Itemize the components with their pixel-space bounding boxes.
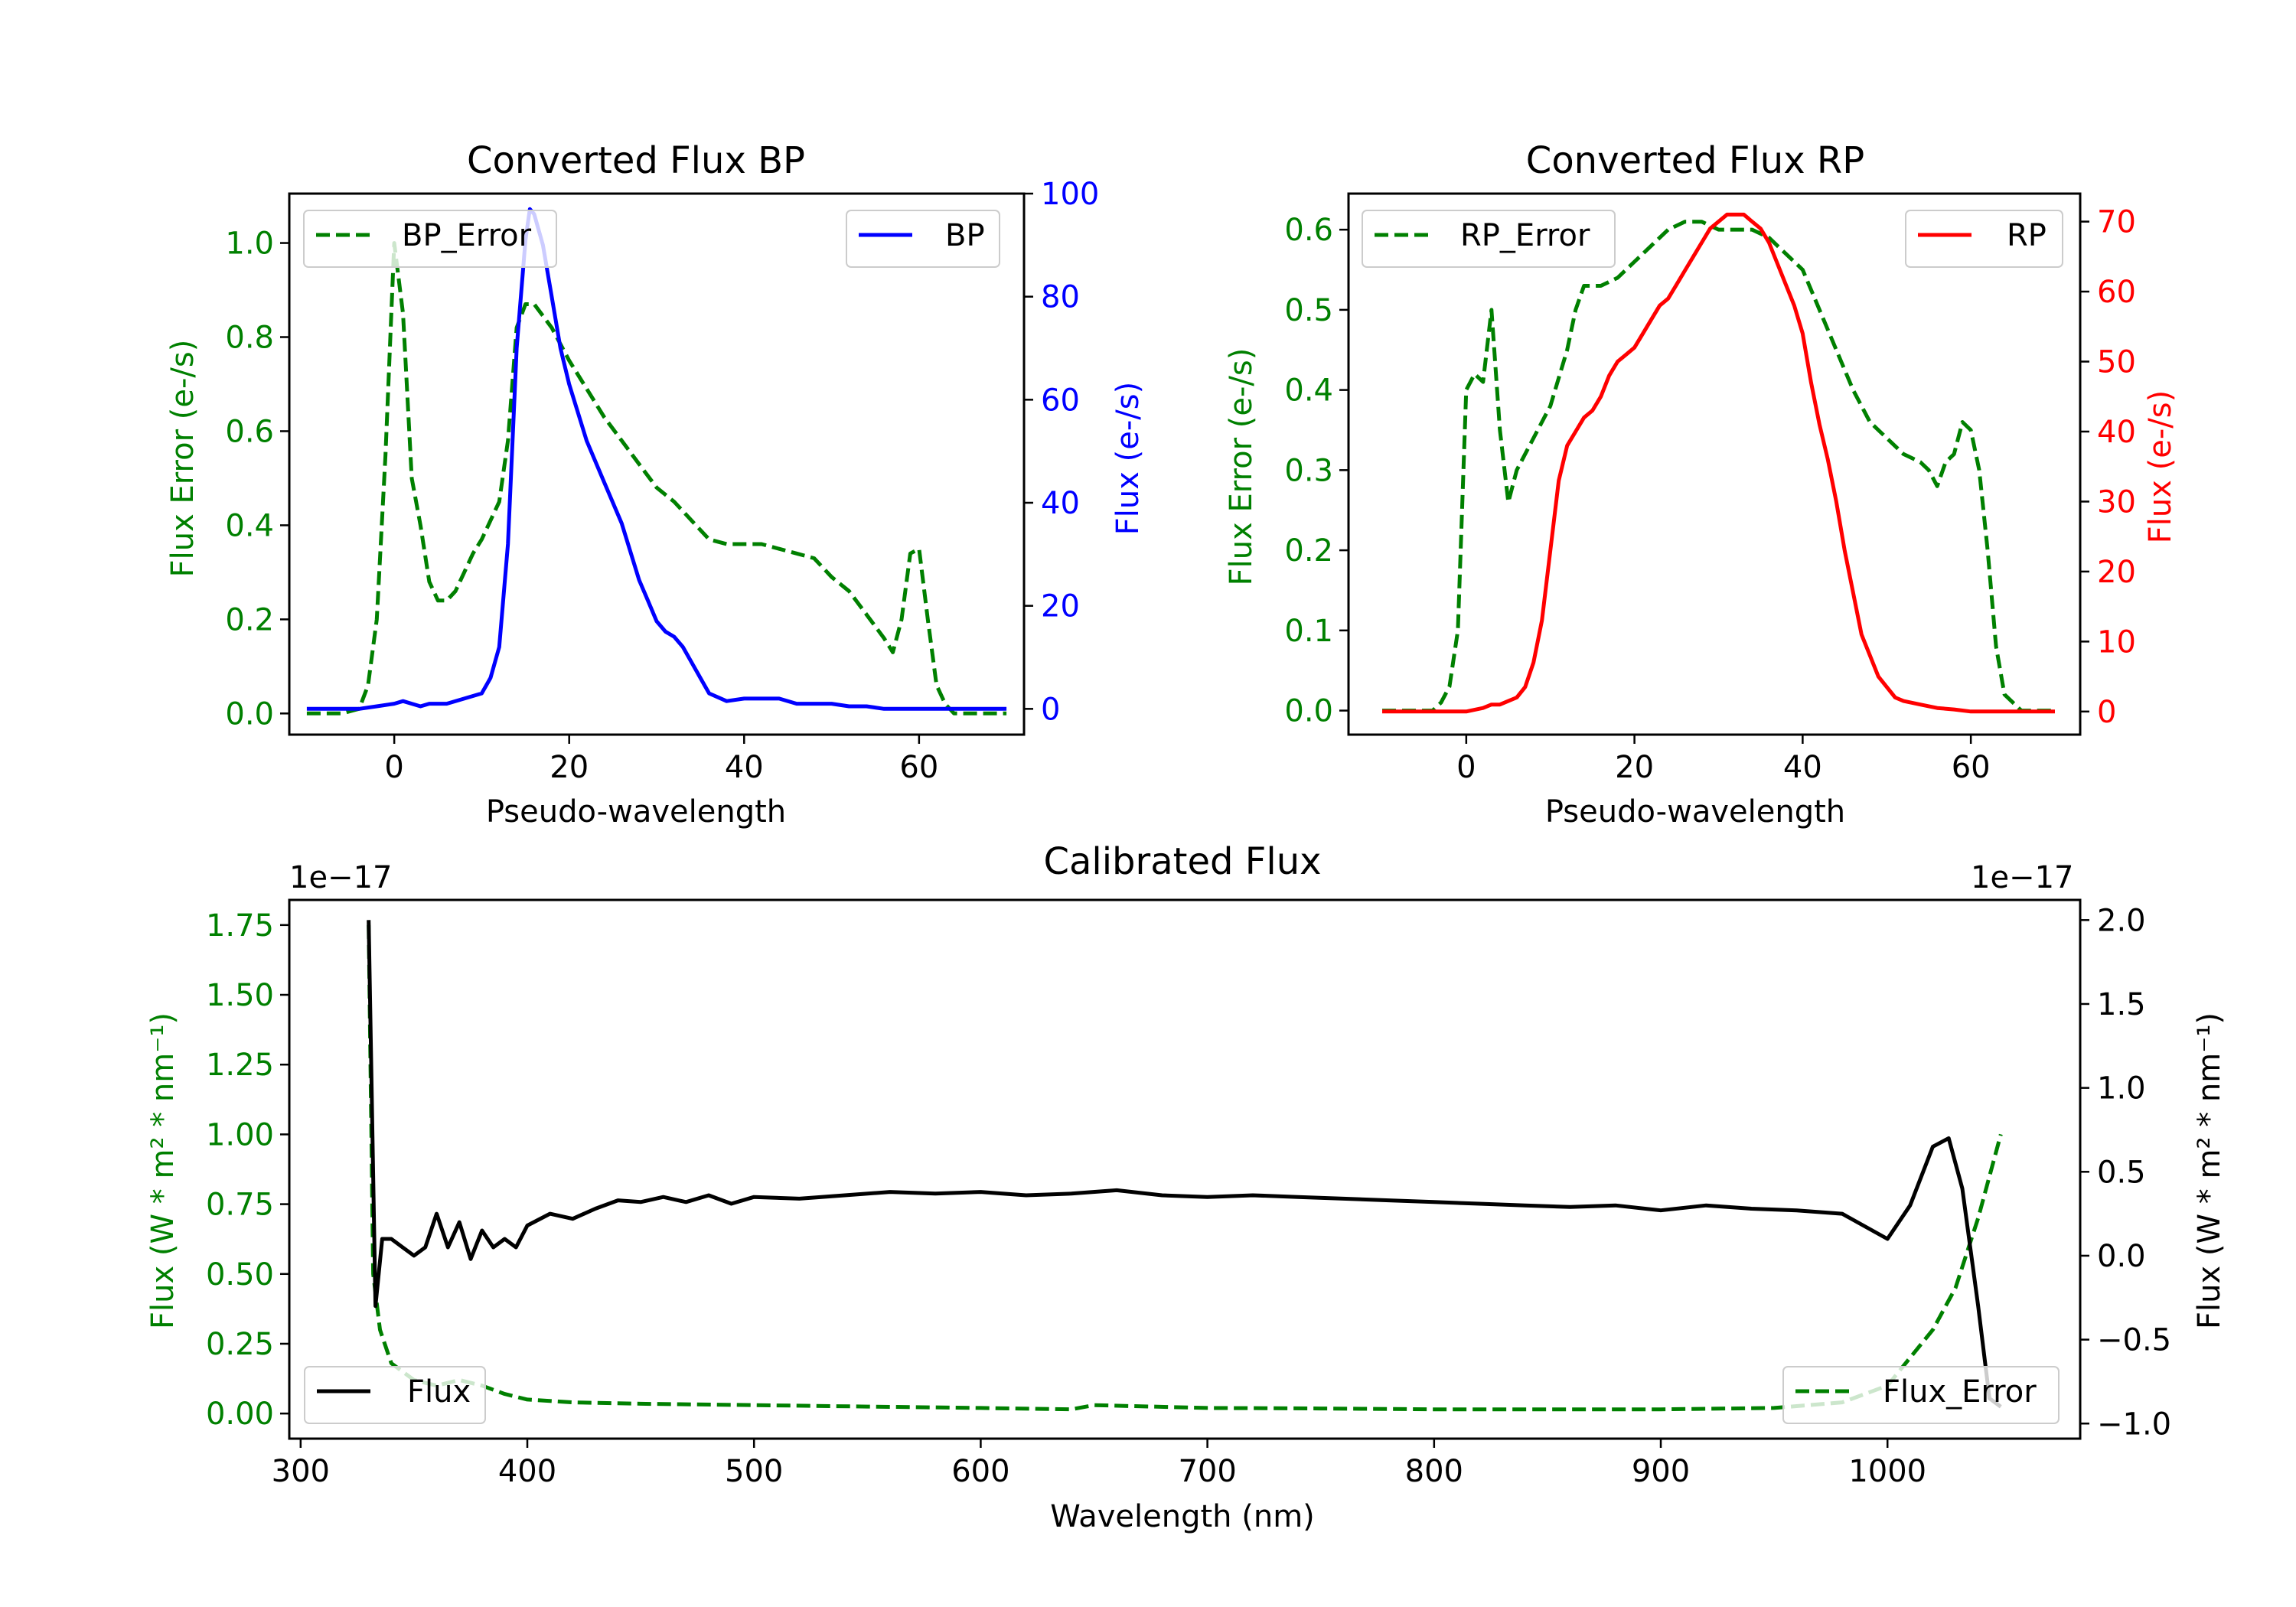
left-y-tick-label: 0.6 [1284,213,1333,248]
right-y-tick-label: 70 [2097,205,2136,240]
legend-label: Flux [407,1374,471,1410]
right-y-tick-label: 2.0 [2097,903,2146,938]
left-y-tick-label: 0.8 [225,321,274,356]
plot-area: 300 400 500 600 700 800 900 1000 0.00 0.25 0.50 0.7… [206,898,2171,1489]
left-y-tick-label: 0.4 [225,508,274,543]
right-y-tick-label: 1.0 [2097,1071,2146,1107]
x-tick-label: 700 [1178,1454,1236,1489]
left-axis-label: Flux Error (e-/s) [1224,348,1259,586]
left-y-tick-label: 0.6 [225,414,274,449]
left-y-tick-label: 0.2 [225,602,274,637]
series-line-flux [367,920,2002,1409]
left-y-tick-label: 0.00 [206,1397,274,1432]
left-y-tick-label: 0.50 [206,1257,274,1292]
right-y-tick-label: 60 [2097,275,2136,310]
right-y-tick-label: −1.0 [2097,1407,2171,1442]
right-y-tick-label: 1.5 [2097,987,2146,1022]
legend-left: BP_Error [303,210,557,268]
plot-area: 0 20 40 60 0.0 0.2 0.4 0.6 0.8 1.0 0 20 40 60 80 100 [225,177,1099,785]
right-offset-text: 1e−17 [1971,860,2073,895]
x-tick-label: 800 [1405,1454,1463,1489]
x-tick-label: 0 [1456,750,1476,785]
left-y-tick-label: 1.00 [206,1117,274,1152]
legend-right: RP [1905,210,2063,268]
legend-label: BP [945,218,985,253]
x-tick-label: 20 [550,750,589,785]
right-axis-label: Flux (e-/s) [2143,390,2178,543]
x-axis-label: Pseudo-wavelength [486,794,786,830]
series-line-bp [306,207,1007,711]
left-offset-text: 1e−17 [289,860,392,895]
left-y-tick-label: 1.50 [206,978,274,1013]
x-tick-label: 900 [1632,1454,1690,1489]
right-axis-label: Flux (W * m² * nm⁻¹) [2192,1012,2227,1329]
left-y-tick-label: 0.75 [206,1188,274,1223]
left-axis-label: Flux (W * m² * nm⁻¹) [145,1012,181,1329]
right-y-tick-label: 80 [1041,280,1080,315]
right-y-tick-label: 30 [2097,484,2136,520]
x-tick-label: 40 [725,750,764,785]
plot-area: 0 20 40 60 0.0 0.1 0.2 0.3 0.4 0.5 0.6 0 10 20 30 40 50 6… [1284,192,2136,785]
legend-left: Flux [304,1366,486,1424]
legend-label: RP [2007,218,2047,253]
x-tick-label: 60 [899,750,938,785]
legend-left: RP_Error [1362,210,1616,268]
left-y-tick-label: 1.0 [225,227,274,262]
left-y-tick-label: 0.0 [1284,694,1333,729]
x-tick-label: 0 [384,750,403,785]
chart-title: Converted Flux BP [467,139,805,182]
chart-title: Converted Flux RP [1526,139,1864,182]
left-y-tick-label: 0.0 [225,696,274,732]
left-y-tick-label: 1.75 [206,908,274,944]
right-y-tick-label: 40 [2097,415,2136,450]
x-tick-label: 400 [498,1454,556,1489]
chart-calibrated: Calibrated Flux 1e−17 1e−17 300 400 500 600… [145,840,2227,1534]
series-line-rp-error [1382,220,2055,713]
right-y-tick-label: 0 [2097,695,2116,730]
x-tick-label: 20 [1615,750,1654,785]
plot-frame [288,192,1026,736]
right-y-tick-label: 60 [1041,383,1080,418]
legend-label: RP_Error [1460,218,1590,253]
legend-right: BP [846,210,1000,268]
right-y-tick-label: 0 [1041,692,1060,727]
right-y-tick-label: 50 [2097,345,2136,380]
left-y-tick-label: 0.1 [1284,614,1333,649]
x-axis-label: Wavelength (nm) [1050,1499,1315,1534]
x-tick-label: 300 [272,1454,330,1489]
left-y-tick-label: 0.2 [1284,533,1333,569]
x-tick-label: 500 [725,1454,783,1489]
right-y-tick-label: 20 [2097,555,2136,590]
plot-frame [1347,192,2082,736]
legend-label: Flux_Error [1883,1374,2037,1410]
right-y-tick-label: 0.0 [2097,1239,2146,1274]
right-y-tick-label: 20 [1041,589,1080,624]
left-y-tick-label: 0.4 [1284,373,1333,409]
x-tick-label: 1000 [1848,1454,1926,1489]
right-y-tick-label: 40 [1041,486,1080,521]
chart-title: Calibrated Flux [1043,840,1321,883]
chart-rp: Converted Flux RP 0 20 40 60 0.0 0.1 0.2 0.3 0.4… [1224,139,2178,830]
chart-bp: Converted Flux BP 0 20 40 60 0.0 0.2 0.4 0.6 0.8… [165,139,1146,830]
right-axis-label: Flux (e-/s) [1110,382,1146,535]
right-y-tick-label: 0.5 [2097,1155,2146,1190]
right-y-tick-label: 100 [1041,177,1099,212]
right-y-tick-label: −0.5 [2097,1323,2171,1358]
left-y-tick-label: 0.3 [1284,453,1333,488]
x-tick-label: 60 [1952,750,1991,785]
legend-right: Flux_Error [1782,1366,2060,1424]
plot-frame [288,898,2082,1440]
series-line-bp-error [306,241,1007,715]
series-line-rp [1382,212,2055,714]
left-axis-label: Flux Error (e-/s) [165,340,201,578]
left-y-tick-label: 0.25 [206,1327,274,1362]
x-tick-label: 600 [951,1454,1009,1489]
x-axis-label: Pseudo-wavelength [1545,794,1845,830]
x-tick-label: 40 [1783,750,1822,785]
left-y-tick-label: 0.5 [1284,293,1333,328]
right-y-tick-label: 10 [2097,624,2136,660]
left-y-tick-label: 1.25 [206,1048,274,1083]
legend-label: BP_Error [402,218,532,253]
